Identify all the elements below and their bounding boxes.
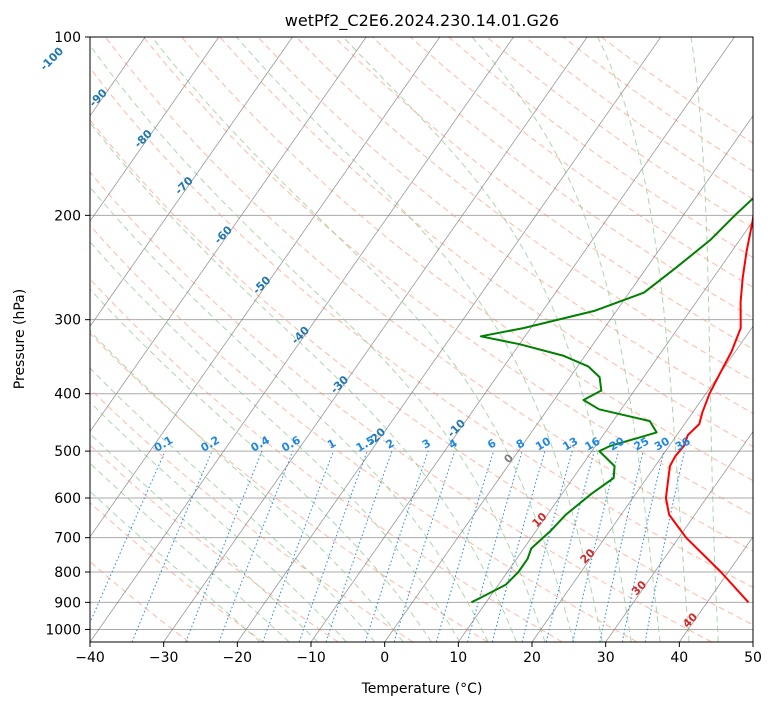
dewpoint-line: [470, 197, 753, 604]
isotherm-line: [90, 37, 220, 222]
dry-adiabat-line: [90, 171, 712, 642]
isotherm-line: [90, 37, 514, 642]
dry-adiabat-line: [90, 67, 753, 588]
isotherm-line: [237, 37, 662, 642]
moist-adiabat-line: [90, 44, 546, 642]
mixing-ratio-line: [185, 450, 263, 642]
chart-title: wetPf2_C2E6.2024.230.14.01.G26: [285, 11, 559, 31]
x-tick-label: −30: [149, 650, 179, 666]
moist-adiabat-line: [90, 330, 404, 642]
isotherm-line: [531, 325, 753, 642]
moist-adiabat-line: [597, 37, 690, 642]
isotherm-line: [163, 37, 588, 642]
moist-adiabat-line: [90, 241, 461, 642]
isotherm-line: [458, 220, 753, 642]
dry-adiabat-line: [219, 37, 753, 448]
moist-adiabat-line: [90, 122, 517, 642]
x-tick-label: 40: [670, 650, 688, 666]
y-axis-ticks: 100 200 300 400 500 600 700 800 900 1000: [45, 30, 90, 638]
mixing-ratio-line: [298, 450, 368, 642]
moist-adiabat-line: [90, 490, 261, 642]
moist-adiabat-line: [151, 37, 575, 642]
dry-adiabat-line: [295, 37, 753, 382]
moist-adiabat-line: [90, 432, 319, 642]
moist-adiabat-line: [90, 288, 432, 642]
x-tick-label: −20: [223, 650, 253, 666]
x-tick-label: −10: [296, 650, 326, 666]
mixing-ratio-line: [262, 450, 334, 642]
dry-adiabat-line: [143, 37, 753, 516]
y-axis-label: Pressure (hPa): [12, 289, 28, 389]
isotherm-line: [384, 115, 753, 642]
x-tick-label: 30: [597, 650, 615, 666]
x-tick-label: 50: [744, 650, 762, 666]
profile-series: [470, 197, 753, 604]
moist-adiabat-line: [90, 462, 290, 642]
mixing-ratio-line: [467, 450, 523, 642]
plot-frame: [89, 36, 754, 643]
dry-adiabat-line: [104, 37, 753, 552]
mixing-ratio-line: [90, 450, 166, 625]
x-tick-label: −40: [75, 650, 105, 666]
y-tick-label: 600: [54, 491, 81, 507]
plot-area: [90, 37, 753, 642]
x-tick-label: 10: [449, 650, 467, 666]
isobar-lines: [90, 37, 753, 630]
y-tick-label: 500: [54, 444, 81, 460]
dry-adiabat-line: [90, 278, 563, 642]
isotherm-lines: [90, 37, 753, 642]
moist-adiabat-line: [690, 37, 719, 642]
isotherm-line: [679, 536, 753, 642]
isotherm-line: [90, 37, 367, 433]
mixing-ratio-line: [218, 450, 294, 642]
moist-adiabats: [90, 37, 719, 642]
x-axis-ticks: −40 −30 −20 −10 0 10 20 30 40 50: [75, 642, 762, 666]
mixing-ratio-line: [572, 450, 620, 642]
mixing-ratio-line: [521, 450, 573, 642]
dry-adiabat-line: [90, 119, 753, 626]
y-tick-label: 200: [54, 208, 81, 224]
moist-adiabat-line: [471, 37, 661, 642]
isotherm-line: [90, 37, 293, 327]
x-axis-label: Temperature (°C): [361, 681, 483, 697]
dry-adiabat-line: [90, 332, 488, 642]
moist-adiabat-line: [236, 37, 603, 642]
isotherm-line: [605, 430, 753, 642]
dry-adiabat-line: [90, 502, 264, 642]
mixing-ratio-line: [599, 450, 644, 642]
y-tick-label: 900: [54, 595, 81, 611]
moist-adiabat-line: [342, 37, 632, 642]
mixing-ratio-line: [364, 450, 429, 642]
y-tick-label: 100: [54, 30, 81, 46]
moist-adiabat-line: [90, 186, 489, 642]
y-tick-label: 1000: [45, 622, 81, 638]
y-tick-label: 300: [54, 313, 81, 329]
y-tick-label: 400: [54, 387, 81, 403]
moist-adiabat-line: [90, 367, 376, 642]
y-tick-label: 800: [54, 565, 81, 581]
x-tick-label: 20: [523, 650, 541, 666]
mixing-ratio-line: [131, 450, 213, 642]
x-tick-label: 0: [380, 650, 389, 666]
dry-adiabat-line: [257, 37, 753, 414]
mixing-ratio-line: [545, 450, 595, 642]
mixing-ratio-line: [325, 450, 393, 642]
isotherm-line: [310, 37, 735, 642]
mixing-ratio-line: [435, 450, 495, 642]
temperature-line: [664, 211, 753, 603]
isotherm-line: [90, 37, 441, 538]
y-tick-label: 700: [54, 531, 81, 547]
